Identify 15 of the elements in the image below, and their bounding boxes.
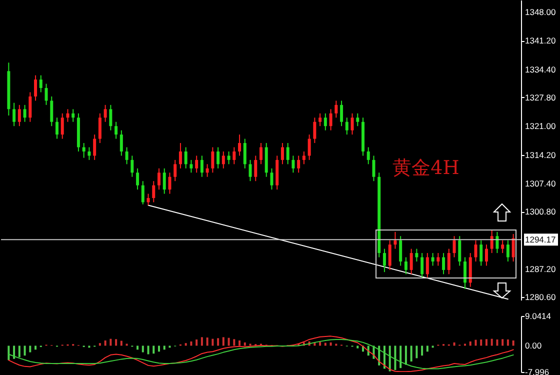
y-tick-label: 0.00: [525, 340, 542, 351]
y-tick-label: 1307.40: [525, 178, 556, 189]
y-tick-label: -7.996: [525, 367, 550, 375]
ref-line-label: 1294.17: [525, 234, 556, 245]
annotation: 黄金4H: [392, 157, 460, 179]
y-tick-label: 9.0414: [525, 311, 552, 321]
y-tick-label: 1280.60: [525, 292, 556, 302]
y-tick-label: 1314.20: [525, 150, 556, 160]
y-tick-label: 1287.20: [525, 264, 556, 274]
y-tick-label: 1341.20: [525, 36, 556, 46]
y-tick-label: 1321.00: [525, 121, 556, 132]
y-tick-label: 1348.00: [525, 6, 556, 17]
y-tick-label: 1334.40: [525, 64, 556, 74]
y-tick-label: 1300.80: [525, 206, 556, 217]
y-tick-label: 1327.80: [525, 92, 556, 102]
